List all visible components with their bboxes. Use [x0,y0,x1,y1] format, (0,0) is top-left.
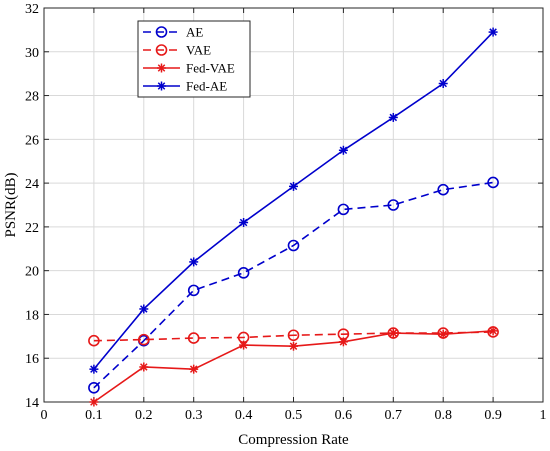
series-fed-vae [89,326,498,407]
legend-item-vae: VAE [143,43,211,58]
data-point-fed-vae [338,337,348,347]
data-point-fed-ae [388,112,398,122]
data-point-fed-ae [189,257,199,267]
y-tick-label: 24 [25,177,39,192]
y-tick-label: 20 [25,265,39,280]
legend-item-ae: AE [143,25,203,40]
data-point-fed-ae [438,79,448,89]
series-line-ae [93,181,494,389]
data-point-ae [487,176,499,189]
data-point-ae [437,183,450,196]
data-point-fed-vae [388,328,398,338]
y-tick-label: 28 [25,90,39,105]
x-tick-label: 0.8 [434,408,452,423]
x-tick-label: 0.9 [484,408,502,423]
data-point-fed-ae [139,304,149,314]
x-tick-label: 0.4 [235,408,253,423]
legend-marker [157,81,166,91]
data-point-fed-vae [189,364,199,374]
data-point-vae [187,332,200,344]
x-tick-label: 0.1 [85,408,103,423]
y-tick-label: 32 [25,2,39,17]
x-axis-label: Compression Rate [238,432,349,448]
y-tick-label: 22 [25,221,39,236]
data-point-fed-vae [139,362,149,372]
data-point-ae [387,199,400,211]
data-point-fed-vae [289,341,298,351]
legend-label: Fed-VAE [186,61,235,76]
data-point-fed-ae [89,364,99,374]
data-point-fed-vae [239,340,249,350]
data-point-fed-ae [239,218,249,228]
y-tick-label: 14 [25,396,39,411]
x-tick-label: 0.2 [135,408,153,423]
y-tick-label: 18 [25,308,39,323]
legend-marker [157,63,166,73]
y-tick-label: 30 [25,46,39,61]
x-tick-label: 0.7 [385,408,403,423]
data-point-vae [287,329,300,342]
legend-label: VAE [186,43,211,58]
data-point-ae [187,284,200,297]
series-ae [88,176,499,394]
data-point-fed-ae [289,181,298,191]
series-group [88,27,499,407]
legend-marker [155,44,168,56]
data-point-fed-vae [488,326,498,336]
series-fed-ae [89,27,498,374]
y-tick-label: 16 [25,352,39,367]
x-tick-label: 0.6 [335,408,353,423]
data-point-fed-vae [89,397,99,407]
legend-item-fed-ae: Fed-AE [143,79,227,94]
data-point-ae [337,203,350,216]
x-tick-label: 0 [41,408,48,423]
legend-marker [155,26,168,38]
data-point-fed-vae [438,329,448,339]
axis-ticks: 0 0.1 0.2 0.3 0.4 0.5 0.6 0.7 0.8 0.9 1 14 16 18 20 22 2… [25,2,547,423]
data-point-vae [88,334,100,347]
data-point-fed-ae [338,145,348,155]
legend-item-fed-vae: Fed-VAE [143,61,235,76]
data-point-vae [138,333,150,346]
x-tick-label: 1 [540,408,547,423]
y-tick-label: 26 [25,133,39,148]
x-tick-label: 0.3 [185,408,203,423]
y-axis-label: PSNR(dB) [3,172,19,237]
data-point-fed-ae [488,27,498,37]
data-point-ae [287,239,300,252]
x-tick-label: 0.5 [285,408,303,423]
legend-label: AE [186,25,203,40]
data-point-ae [88,381,100,394]
data-point-ae [237,267,250,279]
legend-label: Fed-AE [186,79,227,94]
legend: AE VAE Fed-VAE Fed-AE [137,20,251,98]
